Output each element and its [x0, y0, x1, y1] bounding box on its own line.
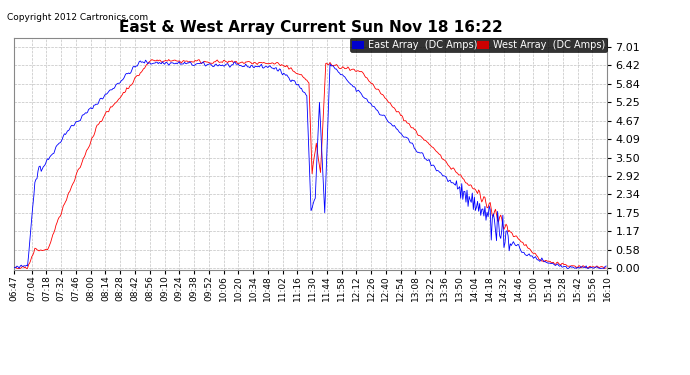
- Text: Copyright 2012 Cartronics.com: Copyright 2012 Cartronics.com: [7, 13, 148, 22]
- Legend: East Array  (DC Amps), West Array  (DC Amps): East Array (DC Amps), West Array (DC Amp…: [350, 38, 607, 52]
- Title: East & West Array Current Sun Nov 18 16:22: East & West Array Current Sun Nov 18 16:…: [119, 20, 502, 35]
